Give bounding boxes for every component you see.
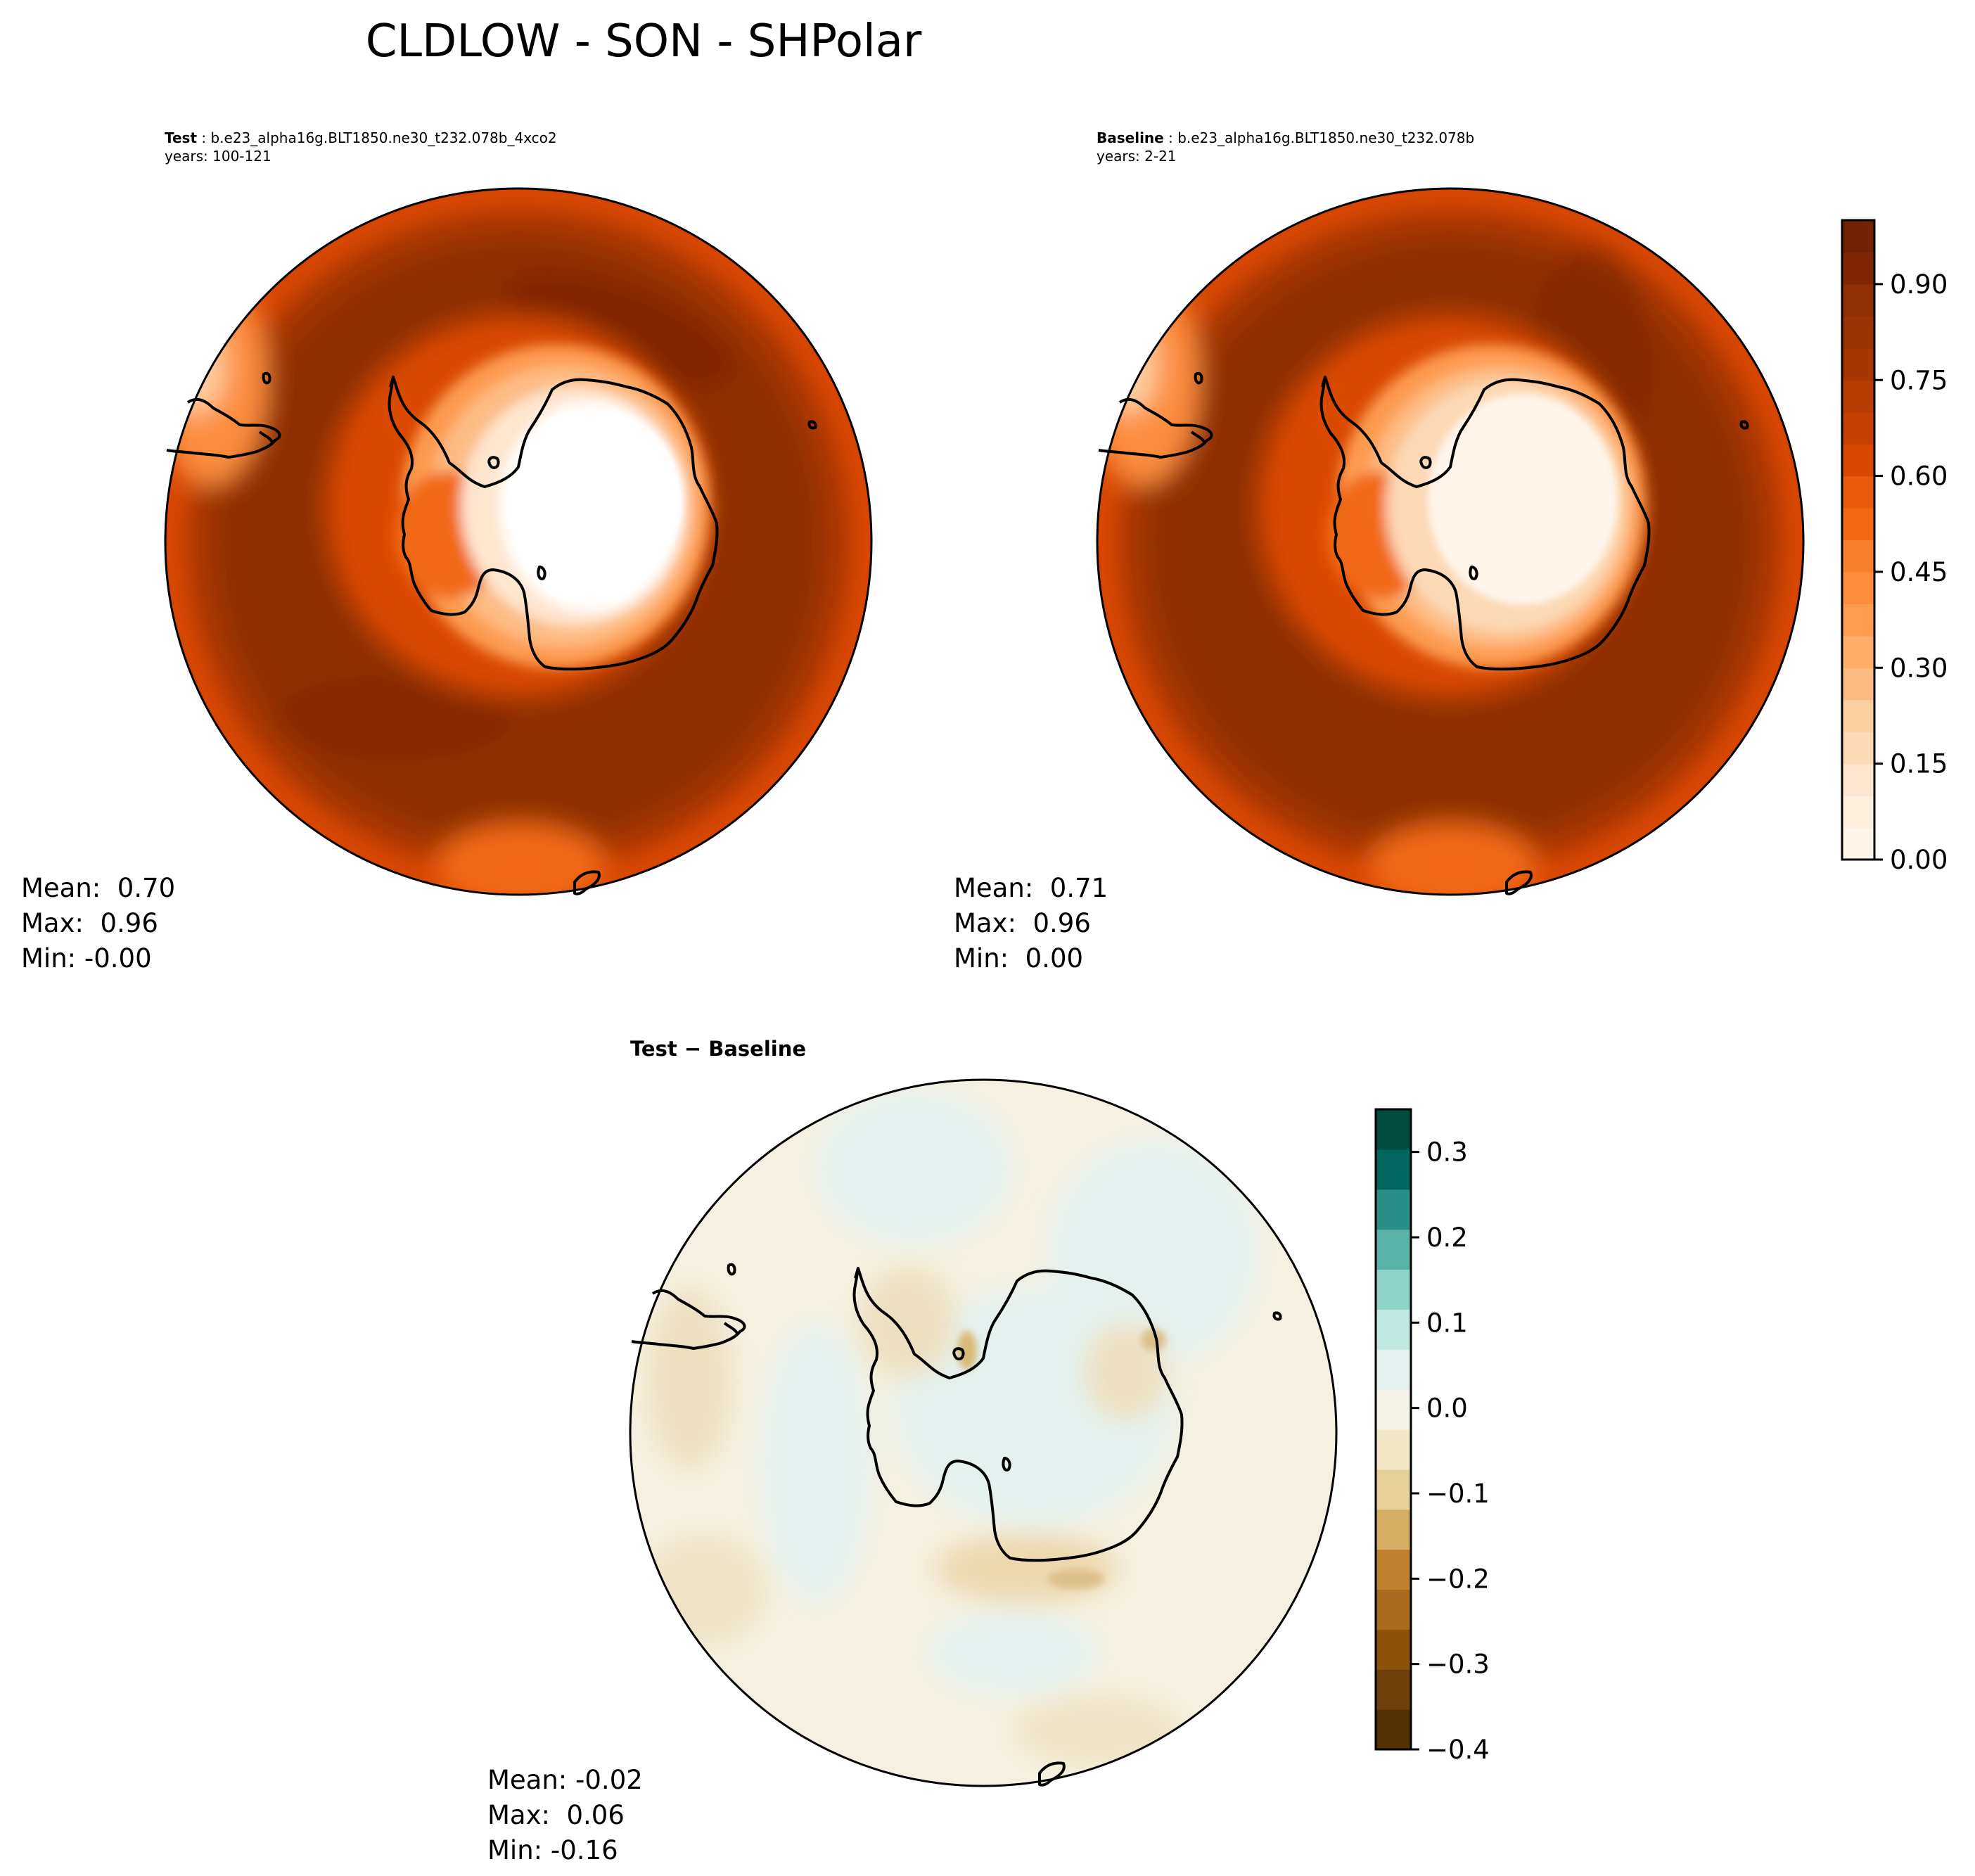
colorbar-top-swatch	[1842, 827, 1874, 860]
colorbar-difference-swatch	[1376, 1189, 1411, 1230]
colorbar-difference-swatch	[1376, 1589, 1411, 1630]
colorbar-top-tick-label: 0.60	[1890, 461, 1948, 492]
baseline-stats: Mean: 0.71 Max: 0.96 Min: 0.00	[954, 873, 1108, 974]
colorbar-top-outline	[1841, 219, 1876, 861]
colorbar-top-tick-label: 0.30	[1890, 653, 1948, 683]
colorbar-top-tick-label: 0.75	[1890, 365, 1948, 395]
test-map	[164, 187, 873, 896]
colorbar-top-swatch	[1842, 635, 1874, 668]
baseline-years: years: 2-21	[1097, 148, 1177, 165]
colorbar-top-swatch	[1842, 411, 1874, 445]
colorbar-difference-outline	[1374, 1108, 1412, 1751]
colorbar-difference-tick-label: −0.4	[1426, 1735, 1490, 1765]
colorbar-difference-swatch	[1376, 1669, 1411, 1710]
colorbar-top-swatch	[1842, 668, 1874, 701]
colorbar-difference-swatch	[1376, 1109, 1411, 1150]
baseline-case-label: Baseline : b.e23_alpha16g.BLT1850.ne30_t…	[1097, 129, 1475, 165]
colorbar-top-swatch	[1842, 347, 1874, 381]
colorbar-difference-tick-label: 0.3	[1426, 1137, 1468, 1168]
colorbar-difference-swatch	[1376, 1229, 1411, 1270]
colorbar-difference-tick-label: −0.1	[1426, 1479, 1490, 1509]
colorbar-difference-swatch	[1376, 1469, 1411, 1510]
colorbar-difference-swatch	[1376, 1509, 1411, 1550]
colorbar-top-tick-label: 0.90	[1890, 269, 1948, 300]
colorbar-top-swatch	[1842, 380, 1874, 413]
colorbar-top-swatch	[1842, 283, 1874, 317]
colorbar-top-swatch	[1842, 252, 1874, 285]
colorbar-difference-swatch	[1376, 1429, 1411, 1470]
colorbar-top-swatch	[1842, 763, 1874, 796]
colorbar-difference-swatch	[1376, 1269, 1411, 1310]
colorbar-difference-swatch	[1376, 1309, 1411, 1350]
colorbar-top-swatch	[1842, 732, 1874, 765]
colorbar-difference-swatch	[1376, 1629, 1411, 1670]
test-case-name: b.e23_alpha16g.BLT1850.ne30_t232.078b_4x…	[210, 129, 557, 146]
baseline-label: Baseline	[1097, 129, 1164, 146]
colorbar-top-swatch	[1842, 604, 1874, 637]
colorbar-top-swatch	[1842, 540, 1874, 573]
test-label: Test	[165, 129, 198, 146]
test-case-label: Test : b.e23_alpha16g.BLT1850.ne30_t232.…	[165, 129, 557, 165]
colorbar-difference-tick-label: 0.1	[1426, 1308, 1468, 1338]
colorbar-top-swatch	[1842, 699, 1874, 732]
colorbar-difference-tick-label: 0.0	[1426, 1393, 1468, 1424]
baseline-map	[1096, 187, 1805, 896]
colorbar-top-swatch	[1842, 316, 1874, 349]
colorbar-top: 0.00 0.15 0.30 0.45 0.60 0.75 0.90	[1841, 219, 1948, 875]
colorbar-difference-swatch	[1376, 1149, 1411, 1190]
baseline-case-name: b.e23_alpha16g.BLT1850.ne30_t232.078b	[1177, 129, 1475, 146]
colorbar-top-swatch	[1842, 220, 1874, 253]
test-years: years: 100-121	[165, 148, 271, 165]
colorbar-difference-swatch	[1376, 1389, 1411, 1430]
figure-title: CLDLOW - SON - SHPolar	[365, 15, 922, 68]
difference-stats: Mean: -0.02 Max: 0.06 Min: -0.16	[487, 1765, 643, 1865]
colorbar-top-tick-label: 0.15	[1890, 749, 1948, 779]
colorbar-difference-tick-label: −0.3	[1426, 1650, 1490, 1680]
colorbar-difference-tick-label: −0.2	[1426, 1564, 1490, 1594]
colorbar-difference-swatch	[1376, 1549, 1411, 1590]
colorbar-top-swatch	[1842, 796, 1874, 829]
colorbar-top-tick-label: 0.00	[1890, 845, 1948, 875]
difference-title: Test − Baseline	[630, 1037, 807, 1061]
colorbar-difference-swatch	[1376, 1709, 1411, 1750]
colorbar-difference-tick-label: 0.2	[1426, 1223, 1468, 1253]
difference-map	[629, 1078, 1338, 1787]
test-stats: Mean: 0.70 Max: 0.96 Min: -0.00	[21, 873, 176, 974]
colorbar-top-swatch	[1842, 444, 1874, 477]
colorbar-top-tick-label: 0.45	[1890, 557, 1948, 587]
colorbar-difference: −0.4 −0.3 −0.2 −0.1 0.0 0.1 0.2 0.3	[1374, 1108, 1490, 1765]
colorbar-top-swatch	[1842, 476, 1874, 509]
colorbar-top-swatch	[1842, 508, 1874, 541]
colorbar-top-swatch	[1842, 571, 1874, 604]
colorbar-difference-swatch	[1376, 1349, 1411, 1390]
